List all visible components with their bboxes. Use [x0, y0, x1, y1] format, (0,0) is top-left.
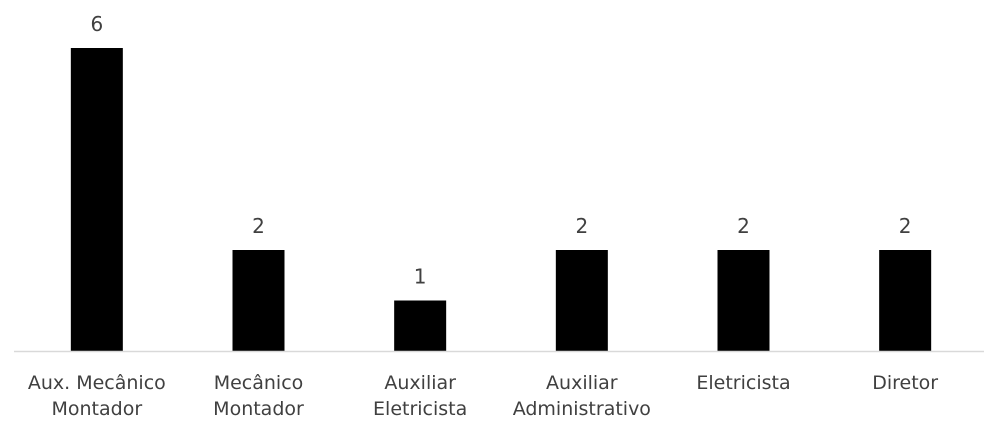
x-tick-label: Mecânico Montador [213, 372, 304, 420]
bars-group [70, 48, 932, 351]
x-tick-label-line: Montador [213, 398, 304, 420]
x-tick-label: Diretor [872, 372, 938, 394]
x-tick-label-line: Administrativo [513, 398, 651, 420]
x-tick-label-line: Montador [52, 398, 143, 420]
data-label: 2 [575, 214, 588, 238]
bar [70, 48, 123, 351]
x-tick-label: Aux. Mecânico Montador [28, 372, 166, 420]
bar [232, 250, 285, 351]
x-tick-label-line: Diretor [872, 372, 938, 394]
x-tick-label-line: Auxiliar [546, 372, 618, 394]
data-label: 1 [414, 265, 427, 289]
data-label: 2 [737, 214, 750, 238]
x-tick-label-line: Auxiliar [384, 372, 456, 394]
x-tick-label-line: Eletricista [696, 372, 790, 394]
data-label: 2 [252, 214, 265, 238]
bar [879, 250, 932, 351]
bar [394, 300, 447, 351]
data-label: 6 [90, 12, 103, 36]
x-tick-label-line: Aux. Mecânico [28, 372, 166, 394]
x-tick-label: Auxiliar Administrativo [513, 372, 651, 420]
bar [555, 250, 608, 351]
x-tick-label-line: Eletricista [373, 398, 467, 420]
bar [717, 250, 770, 351]
x-tick-label: Eletricista [696, 372, 790, 394]
data-labels-group: 6 2 1 2 2 2 [90, 12, 911, 289]
x-tick-label-line: Mecânico [214, 372, 304, 394]
data-label: 2 [899, 214, 912, 238]
x-tick-label: Auxiliar Eletricista [373, 372, 467, 420]
